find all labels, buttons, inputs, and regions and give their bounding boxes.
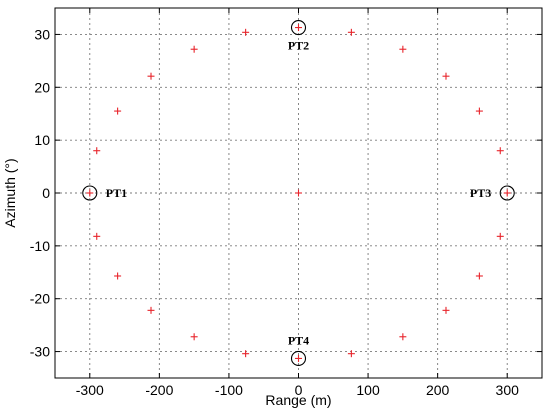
- data-point: [496, 147, 504, 155]
- y-tick-label: 0: [42, 185, 50, 201]
- data-point: [114, 107, 122, 115]
- annotation-circle: [82, 185, 98, 201]
- annotation-label: PT4: [288, 333, 309, 347]
- y-tick-label: -10: [30, 238, 50, 254]
- data-point: [503, 189, 511, 197]
- y-tick-label: 10: [34, 132, 50, 148]
- annotation-label: PT2: [288, 39, 309, 53]
- data-point: [295, 354, 302, 362]
- y-tick-label: -20: [30, 291, 50, 307]
- data-point: [442, 72, 450, 80]
- annotation-circle: [499, 185, 515, 201]
- data-point: [496, 232, 504, 240]
- data-point: [190, 45, 198, 53]
- data-point: [147, 72, 155, 80]
- x-tick-label: 300: [496, 382, 520, 398]
- axis-ticks: [55, 8, 542, 378]
- data-point: [147, 306, 155, 314]
- data-point: [399, 333, 407, 341]
- y-tick-label: 20: [34, 79, 50, 95]
- data-point: [190, 333, 198, 341]
- data-points: [86, 24, 511, 362]
- x-tick-label: -300: [76, 382, 104, 398]
- plot-frame: [54, 7, 543, 379]
- data-point: [442, 306, 450, 314]
- x-tick-label: -200: [145, 382, 173, 398]
- data-point: [295, 24, 302, 32]
- data-point: [93, 232, 101, 240]
- data-point: [347, 28, 355, 36]
- data-point: [399, 45, 407, 53]
- x-tick-labels: -300 -200 -100 0 100 200 300: [76, 382, 519, 398]
- data-point: [86, 189, 94, 197]
- y-tick-label: -30: [30, 344, 50, 360]
- x-tick-label: 0: [295, 382, 303, 398]
- data-point: [475, 272, 483, 280]
- point-annotations: PT1 PT2 PT3 PT4: [82, 20, 515, 366]
- annotation-circle: [290, 350, 307, 366]
- x-tick-label: -100: [215, 382, 243, 398]
- y-tick-label: 30: [34, 26, 50, 42]
- data-point: [114, 272, 122, 280]
- data-point: [242, 350, 250, 358]
- annotation-label: PT3: [470, 186, 491, 200]
- data-point: [93, 147, 101, 155]
- y-tick-labels: -30 -20 -10 0 10 20 30: [30, 26, 50, 359]
- x-tick-label: 200: [426, 382, 450, 398]
- annotation-circle: [290, 20, 307, 36]
- x-axis-title: Range (m): [265, 392, 331, 408]
- y-axis-title: Azimuth (°): [2, 158, 18, 227]
- data-point: [295, 189, 302, 197]
- x-tick-label: 100: [356, 382, 380, 398]
- data-point: [242, 28, 250, 36]
- data-point: [347, 350, 355, 358]
- annotation-label: PT1: [106, 186, 127, 200]
- data-point: [475, 107, 483, 115]
